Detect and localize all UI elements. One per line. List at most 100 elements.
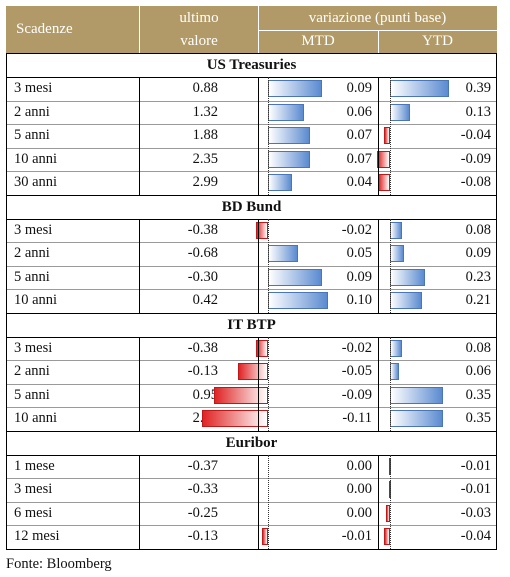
row-separator xyxy=(6,525,497,526)
table-row: 10 anni 2.35 0.07 -0.09 xyxy=(6,148,497,171)
mtd-zero-axis xyxy=(268,219,269,313)
header-divider xyxy=(258,30,497,31)
maturity-label: 5 anni xyxy=(14,127,50,143)
last-value: -0.38 xyxy=(187,222,218,238)
column-divider xyxy=(378,337,379,431)
ytd-value: 0.09 xyxy=(465,245,491,261)
last-value: 2.99 xyxy=(192,174,218,190)
section-border xyxy=(6,312,497,314)
last-value: -0.37 xyxy=(187,458,218,474)
maturity-label: 3 mesi xyxy=(14,340,53,356)
table-row: 30 anni 2.99 0.04 -0.08 xyxy=(6,171,497,194)
row-separator xyxy=(6,266,497,267)
table-right-border xyxy=(496,53,497,549)
ytd-value: -0.03 xyxy=(460,505,491,521)
maturity-label: 3 mesi xyxy=(14,222,53,238)
maturity-label: 10 anni xyxy=(14,151,58,167)
ytd-value: -0.08 xyxy=(460,174,491,190)
table-row: 5 anni 1.88 0.07 -0.04 xyxy=(6,124,497,147)
ytd-value: 0.35 xyxy=(465,410,491,426)
column-divider xyxy=(378,77,379,195)
mtd-bar xyxy=(256,340,268,357)
maturity-label: 3 mesi xyxy=(14,80,53,96)
header-valore: valore xyxy=(180,33,218,49)
column-divider xyxy=(378,455,379,549)
table-row: 5 anni 0.95 -0.09 0.35 xyxy=(6,384,497,407)
section-border xyxy=(6,454,497,456)
table-row: 5 anni -0.30 0.09 0.23 xyxy=(6,266,497,289)
section-border xyxy=(6,77,497,78)
mtd-value: -0.01 xyxy=(341,528,372,544)
section-title: US Treasuries xyxy=(206,57,297,73)
row-separator xyxy=(6,289,497,290)
column-divider xyxy=(378,219,379,313)
header-mtd: MTD xyxy=(301,33,335,49)
mtd-zero-axis xyxy=(268,77,269,195)
ytd-value: 0.39 xyxy=(465,80,491,96)
last-value: 0.95 xyxy=(192,387,218,403)
header-scadenze: Scadenze xyxy=(16,21,73,37)
header-divider xyxy=(378,30,379,53)
mtd-value: 0.06 xyxy=(346,104,372,120)
maturity-label: 10 anni xyxy=(14,410,58,426)
maturity-label: 1 mese xyxy=(14,458,55,474)
table-row: 3 mesi 0.88 0.09 0.39 xyxy=(6,77,497,100)
column-divider xyxy=(139,219,140,313)
maturity-label: 2 anni xyxy=(14,363,50,379)
maturity-label: 6 mesi xyxy=(14,505,53,521)
row-separator xyxy=(6,242,497,243)
table-row: 3 mesi -0.38 -0.02 0.08 xyxy=(6,337,497,360)
mtd-bar xyxy=(214,387,268,404)
maturity-label: 5 anni xyxy=(14,387,50,403)
mtd-bar xyxy=(262,528,268,545)
ytd-bar xyxy=(384,127,390,144)
ytd-value: -0.01 xyxy=(460,481,491,497)
table-row: 6 mesi -0.25 0.00 -0.03 xyxy=(6,502,497,525)
last-value: -0.25 xyxy=(187,505,218,521)
mtd-bar xyxy=(238,363,268,380)
maturity-label: 30 anni xyxy=(14,174,58,190)
ytd-value: 0.21 xyxy=(465,292,491,308)
table-bottom-border xyxy=(6,549,497,550)
maturity-label: 10 anni xyxy=(14,292,58,308)
section-title: BD Bund xyxy=(221,198,282,215)
last-value: 0.42 xyxy=(192,292,218,308)
maturity-label: 5 anni xyxy=(14,269,50,285)
mtd-value: -0.09 xyxy=(341,387,372,403)
column-divider xyxy=(139,337,140,431)
mtd-value: 0.00 xyxy=(346,458,372,474)
last-value: -0.33 xyxy=(187,481,218,497)
ytd-value: 0.06 xyxy=(465,363,491,379)
ytd-bar xyxy=(376,151,390,168)
row-separator xyxy=(6,171,497,172)
column-divider xyxy=(139,77,140,195)
table-row: 2 anni -0.13 -0.05 0.06 xyxy=(6,360,497,383)
last-value: -0.13 xyxy=(187,363,218,379)
mtd-value: 0.07 xyxy=(346,151,372,167)
mtd-value: 0.09 xyxy=(346,269,372,285)
section-border xyxy=(6,218,497,220)
section-border xyxy=(6,194,497,196)
row-separator xyxy=(6,124,497,125)
mtd-zero-axis xyxy=(268,455,269,549)
table-row: 3 mesi -0.33 0.00 -0.01 xyxy=(6,478,497,501)
row-separator xyxy=(6,148,497,149)
header-variazione: variazione (punti base) xyxy=(308,10,447,26)
mtd-value: -0.05 xyxy=(341,363,372,379)
column-divider xyxy=(139,455,140,549)
last-value: 2.35 xyxy=(192,151,218,167)
mtd-value: 0.00 xyxy=(346,505,372,521)
last-value: -0.30 xyxy=(187,269,218,285)
mtd-value: 0.10 xyxy=(346,292,372,308)
row-separator xyxy=(6,360,497,361)
mtd-value: 0.07 xyxy=(346,127,372,143)
header-divider xyxy=(258,6,259,53)
last-value: 1.88 xyxy=(192,127,218,143)
section-title: Euribor xyxy=(225,434,278,451)
mtd-value: 0.00 xyxy=(346,481,372,497)
ytd-bar xyxy=(385,505,390,522)
table-header: Scadenze ultimo valore variazione (punti… xyxy=(6,6,497,53)
ytd-value: -0.01 xyxy=(460,458,491,474)
ytd-zero-axis xyxy=(390,219,391,313)
ytd-value: 0.08 xyxy=(465,222,491,238)
